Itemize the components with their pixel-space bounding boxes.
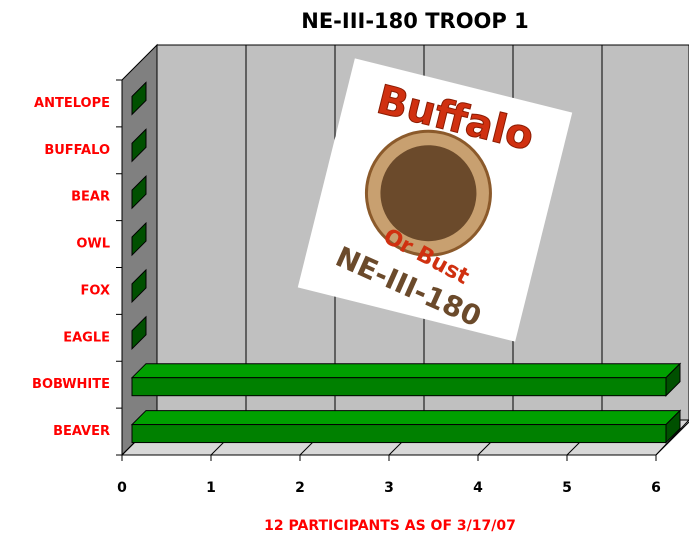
y-tick-label: ANTELOPE xyxy=(34,96,110,111)
x-tick-label: 6 xyxy=(651,480,661,496)
bar xyxy=(132,425,666,443)
y-tick-label: BEAVER xyxy=(53,424,110,439)
x-tick-label: 0 xyxy=(117,480,127,496)
x-tick-label: 5 xyxy=(562,480,572,496)
bar xyxy=(132,378,666,396)
x-tick-label: 3 xyxy=(384,480,394,496)
bar-top xyxy=(132,411,680,425)
y-tick-label: BEAR xyxy=(71,190,110,205)
x-tick-label: 1 xyxy=(206,480,216,496)
y-tick-label: BOBWHITE xyxy=(32,377,110,392)
y-tick-label: BUFFALO xyxy=(44,143,110,158)
x-tick-label: 2 xyxy=(295,480,305,496)
y-tick-label: OWL xyxy=(76,237,110,252)
bar-top xyxy=(132,364,680,378)
y-tick-label: FOX xyxy=(81,283,111,298)
x-tick-label: 4 xyxy=(473,480,483,496)
x-axis-label: 12 PARTICIPANTS AS OF 3/17/07 xyxy=(264,518,516,534)
chart-title: NE-III-180 TROOP 1 xyxy=(301,9,528,33)
chart: NE-III-180 TROOP 1 12 PARTICIPANTS AS OF… xyxy=(0,0,689,544)
y-tick-label: EAGLE xyxy=(63,330,110,345)
